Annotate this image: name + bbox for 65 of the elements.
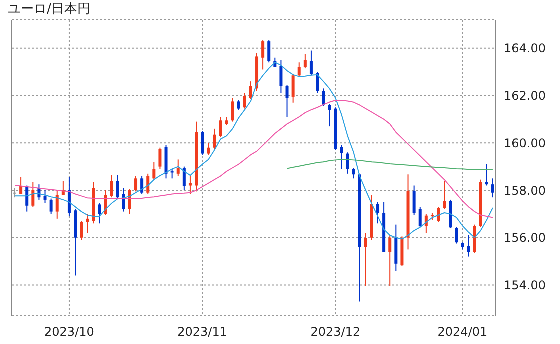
chart-title: ユーロ/日本円 (8, 2, 92, 18)
candlestick (455, 226, 458, 244)
candlestick (98, 203, 102, 224)
y-tick-label: 164.00 (504, 42, 546, 56)
candlestick (219, 116, 222, 138)
candlestick (467, 234, 470, 258)
candlestick (412, 185, 416, 216)
x-tick-label: 2024/01 (438, 325, 488, 339)
candlestick (32, 182, 35, 208)
candlestick (50, 198, 53, 215)
candlestick (26, 185, 29, 212)
candlestick (176, 159, 180, 177)
candlestick (237, 100, 240, 110)
candlestick (201, 130, 204, 156)
candlestick (388, 234, 392, 287)
y-tick-label: 156.00 (504, 231, 546, 246)
candlestick (249, 81, 252, 100)
candlestick (110, 174, 114, 198)
y-tick-label: 162.00 (504, 89, 546, 104)
candlestick (316, 72, 320, 94)
x-tick-label: 2023/12 (310, 325, 361, 339)
candlestick (140, 176, 144, 195)
candlestick (418, 206, 422, 228)
candlestick (376, 202, 380, 224)
candlestick (207, 142, 210, 156)
candlestick (304, 54, 307, 70)
candlestick (56, 190, 59, 220)
candlestick (340, 145, 344, 170)
candlestick (346, 152, 350, 174)
candlestick (491, 178, 494, 198)
candlestick (286, 84, 289, 118)
candlestick (182, 166, 186, 191)
candlestick (437, 206, 440, 223)
candlestick (146, 173, 150, 195)
y-tick-label: 154.00 (504, 278, 546, 292)
candlestick (364, 232, 368, 287)
candlestick (352, 168, 356, 180)
candlestick (158, 147, 162, 170)
y-tick-label: 158.00 (504, 184, 546, 198)
candlestick (443, 180, 446, 210)
candlestick (134, 176, 138, 192)
candlestick (280, 60, 283, 94)
candlestick (262, 40, 265, 70)
y-tick-label: 160.00 (504, 136, 546, 150)
candlestick (310, 50, 313, 76)
candlestick (68, 176, 71, 218)
candlestick (322, 88, 326, 107)
candlestick (80, 220, 84, 241)
candlestick (188, 174, 192, 195)
candlestick (485, 164, 488, 186)
candlestick (292, 74, 295, 104)
candlestick (268, 40, 271, 64)
candlestick (44, 190, 47, 204)
candlestick (298, 62, 301, 78)
candlestick (116, 174, 120, 200)
x-tick-label: 2023/10 (44, 325, 94, 339)
x-tick-label: 2023/11 (178, 325, 228, 339)
line-series (14, 62, 494, 240)
candlestick (231, 98, 234, 122)
candlestick (86, 214, 90, 234)
candlestick (243, 92, 246, 110)
candlestick (152, 162, 156, 180)
candlestick (328, 104, 332, 128)
candlestick (213, 128, 216, 150)
candlestick (20, 176, 23, 195)
